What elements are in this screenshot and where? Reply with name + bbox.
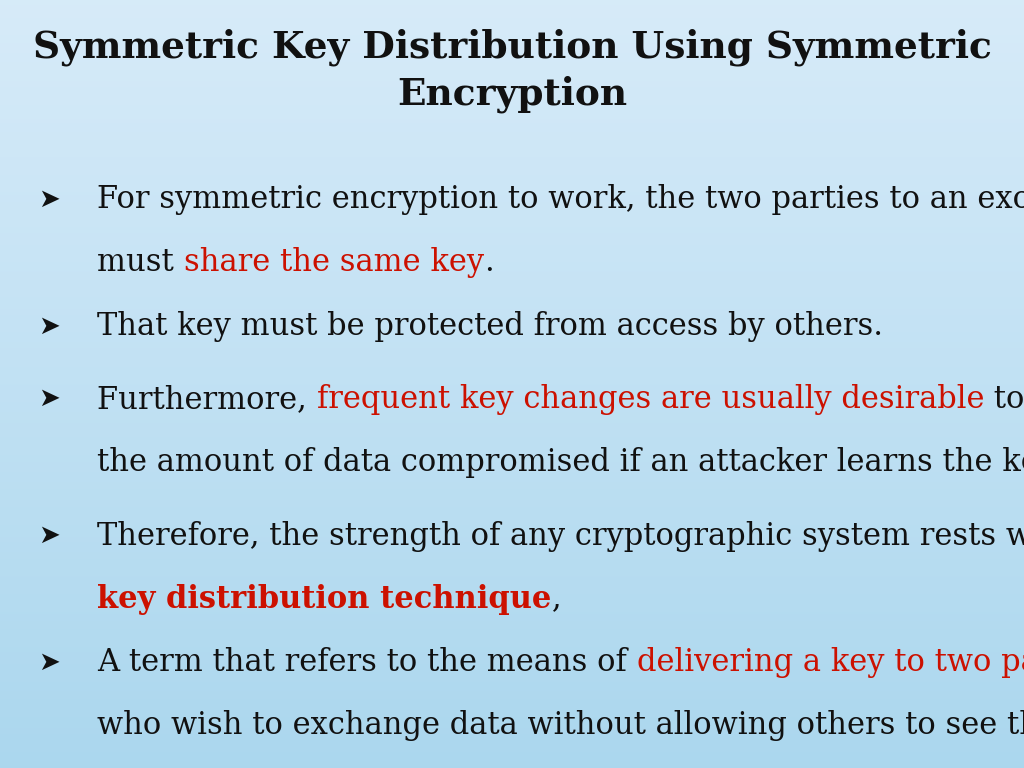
Text: That key must be protected from access by others.: That key must be protected from access b… [97,311,884,342]
Text: Symmetric Key Distribution Using Symmetric
Encryption: Symmetric Key Distribution Using Symmetr… [33,28,991,113]
Text: Therefore, the strength of any cryptographic system rests with the: Therefore, the strength of any cryptogra… [97,521,1024,551]
Text: share the same key: share the same key [183,247,484,278]
Text: ➤: ➤ [38,313,60,339]
Text: who wish to exchange data without allowing others to see the key.: who wish to exchange data without allowi… [97,710,1024,741]
Text: ➤: ➤ [38,386,60,412]
Text: ➤: ➤ [38,187,60,213]
Text: to limit: to limit [984,384,1024,415]
Text: ➤: ➤ [38,523,60,549]
Text: A term that refers to the means of: A term that refers to the means of [97,647,637,678]
Text: ,: , [552,584,561,614]
Text: .: . [484,247,494,278]
Text: must: must [97,247,183,278]
Text: ➤: ➤ [38,650,60,676]
Text: For symmetric encryption to work, the two parties to an exchange: For symmetric encryption to work, the tw… [97,184,1024,215]
Text: key distribution technique: key distribution technique [97,584,552,614]
Text: delivering a key to two parties: delivering a key to two parties [637,647,1024,678]
Text: frequent key changes are usually desirable: frequent key changes are usually desirab… [316,384,984,415]
Text: Furthermore,: Furthermore, [97,384,316,415]
Text: the amount of data compromised if an attacker learns the key.: the amount of data compromised if an att… [97,447,1024,478]
